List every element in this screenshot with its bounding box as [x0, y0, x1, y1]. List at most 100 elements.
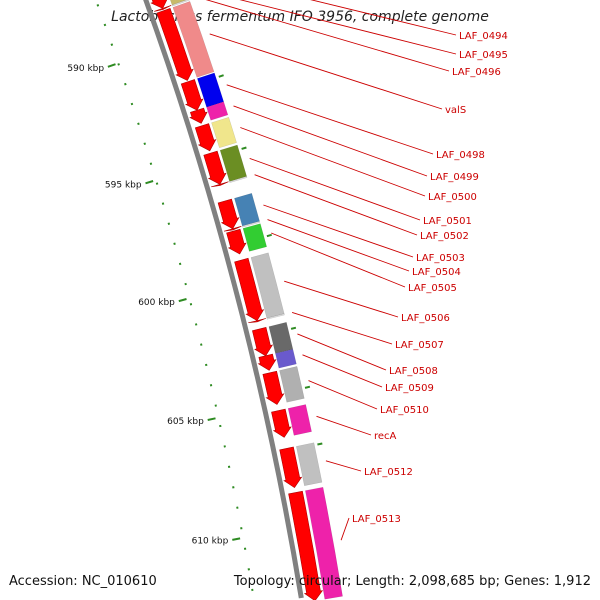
gene-label: LAF_0513: [352, 514, 401, 525]
scale-tick-label: 605 kbp: [167, 417, 204, 427]
gene-leader-line: [205, 0, 450, 72]
gene-label: LAF_0503: [416, 253, 465, 264]
scale-tick-label: 600 kbp: [138, 298, 175, 308]
gc-tick: [178, 262, 182, 266]
gene-leader-line: [271, 232, 406, 288]
scale-tick-label: 595 kbp: [105, 180, 142, 190]
gene-leader-line: [240, 127, 426, 197]
backbone: [143, 0, 304, 599]
gc-tick: [317, 442, 323, 446]
gc-tick: [200, 343, 203, 346]
category-block: [268, 321, 294, 354]
gc-tick: [143, 142, 147, 145]
gc-tick: [290, 326, 297, 330]
gene-label: recA: [374, 431, 397, 442]
cds-arrows: [150, 0, 324, 600]
gc-tick: [161, 202, 165, 205]
cds-arrow: [252, 327, 274, 357]
gene-label: LAF_0502: [420, 231, 469, 242]
gc-tick: [218, 74, 224, 78]
cds-arrow: [234, 257, 265, 322]
gc-tick: [173, 242, 176, 245]
category-block: [211, 116, 237, 149]
category-block: [206, 101, 229, 121]
cds-arrow: [180, 79, 204, 111]
gc-tick: [124, 82, 127, 86]
category-block: [266, 313, 285, 320]
accession-label: Accession: NC_010610: [9, 574, 157, 589]
cds-arrow: [150, 0, 168, 9]
genome-summary: Topology: circular; Length: 2,098,685 bp…: [233, 574, 591, 589]
cds-arrow: [156, 8, 194, 81]
category-block: [172, 1, 215, 78]
gene-label: valS: [445, 105, 466, 116]
gene-label: LAF_0498: [436, 150, 485, 161]
gc-tick: [103, 23, 107, 27]
gc-tick: [130, 102, 134, 106]
gc-tick: [117, 63, 120, 66]
category-block: [241, 220, 261, 228]
gene-leader-line: [340, 517, 350, 541]
gene-leader-line: [226, 84, 434, 155]
cds-arrow: [154, 5, 172, 12]
gc-tick: [241, 146, 247, 150]
gene-leader-line: [209, 33, 443, 110]
cds-arrow: [271, 408, 292, 438]
category-block: [275, 348, 297, 369]
gc-content-ticks: [96, 4, 323, 592]
gene-labels: LAF_0494 LAF_0495 LAF_0496 valS LAF_0498 LAF_…: [205, 0, 508, 541]
category-block: [305, 486, 343, 600]
scale-tick-label: 610 kbp: [192, 537, 229, 547]
gene-leader-line: [284, 280, 399, 318]
category-block: [229, 176, 248, 184]
cds-arrow: [248, 318, 266, 323]
gene-leader-line: [308, 380, 378, 410]
cds-arrow: [217, 198, 240, 230]
cds-arrow: [257, 353, 277, 371]
gc-tick: [304, 385, 311, 389]
category-block: [296, 442, 323, 486]
gene-label: LAF_0505: [408, 283, 457, 294]
gc-tick: [184, 282, 187, 286]
gene-leader-line: [291, 311, 393, 345]
gene-leader-line: [239, 0, 457, 55]
category-block: [242, 223, 268, 252]
gene-label: LAF_0512: [364, 467, 413, 478]
gene-label: LAF_0509: [385, 383, 434, 394]
gene-label: LAF_0495: [459, 50, 508, 61]
gene-leader-line: [249, 157, 421, 221]
gc-tick: [204, 363, 208, 367]
gc-tick: [137, 122, 140, 126]
cds-arrow: [262, 370, 285, 405]
category-block: [287, 404, 312, 436]
gene-label: LAF_0504: [412, 267, 461, 278]
category-block: [171, 0, 190, 7]
gc-tick: [149, 162, 153, 165]
gc-tick: [266, 233, 272, 238]
gene-label: LAF_0510: [380, 405, 429, 416]
cds-arrow: [288, 490, 324, 600]
gene-label: LAF_0496: [452, 67, 501, 78]
gc-tick: [194, 323, 198, 326]
gene-label: LAF_0500: [428, 192, 477, 203]
backbone-line: [143, 0, 304, 599]
cds-arrow: [223, 226, 242, 232]
scale-tick: [207, 417, 216, 421]
gc-tick: [189, 303, 193, 306]
gc-tick: [155, 182, 159, 185]
gene-leader-line: [233, 105, 428, 177]
gene-leader-line: [267, 219, 410, 272]
gene-leader-line: [325, 460, 362, 472]
gc-tick: [167, 222, 171, 225]
category-block: [234, 192, 260, 227]
scale-tick: [107, 63, 116, 68]
scale-tick-label: 590 kbp: [67, 64, 104, 74]
gene-leader-line: [316, 415, 372, 436]
gene-label: LAF_0506: [401, 313, 450, 324]
gene-label: LAF_0499: [430, 172, 479, 183]
gc-tick: [96, 4, 100, 7]
cds-arrow: [189, 107, 208, 124]
gene-leader-line: [254, 174, 418, 236]
gene-leader-line: [263, 204, 414, 258]
scale-tick: [232, 537, 241, 541]
